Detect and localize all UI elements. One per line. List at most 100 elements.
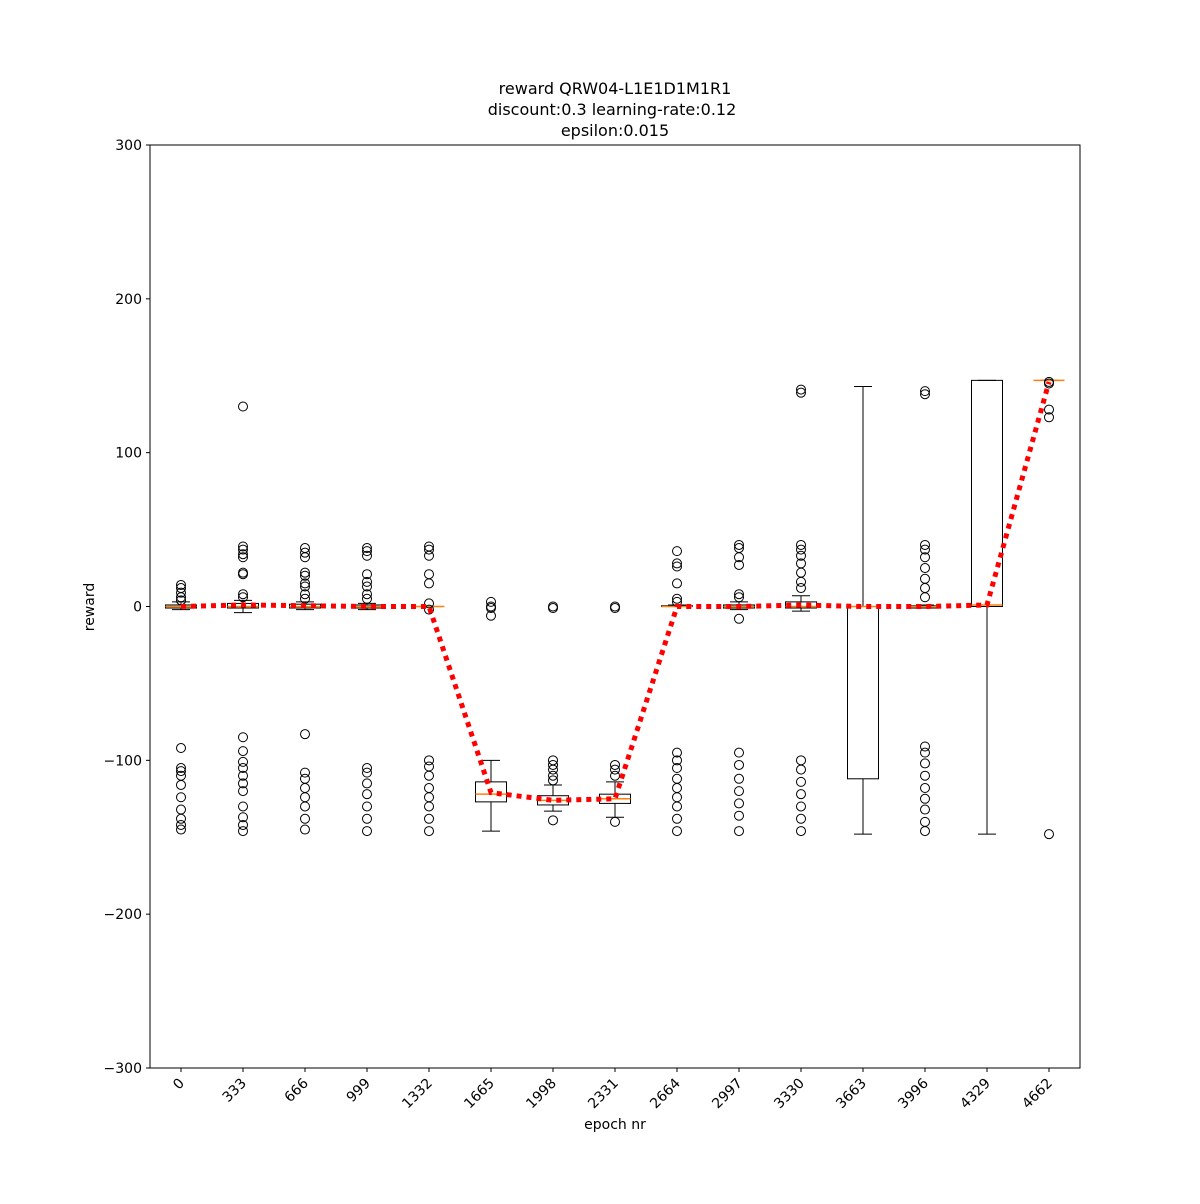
x-tick-label: 2331 — [585, 1076, 622, 1113]
outlier — [362, 763, 372, 774]
outlier — [238, 732, 248, 743]
outlier — [300, 552, 310, 563]
outlier — [238, 819, 248, 830]
outlier — [176, 792, 186, 803]
outlier — [920, 741, 930, 752]
outlier — [424, 783, 434, 794]
outlier — [920, 573, 930, 584]
outlier — [920, 583, 930, 594]
chart-subtitle: epsilon:0.015 — [561, 121, 669, 140]
x-tick-label: 3330 — [771, 1076, 808, 1113]
y-axis-label: reward — [82, 583, 98, 632]
outlier — [300, 567, 310, 578]
outlier — [300, 570, 310, 581]
outlier — [734, 613, 744, 624]
outlier — [796, 776, 806, 787]
box — [847, 606, 879, 780]
outlier — [238, 569, 248, 580]
outlier — [920, 816, 930, 827]
outlier — [920, 592, 930, 603]
outlier — [920, 758, 930, 769]
outlier — [920, 770, 930, 781]
outlier — [734, 826, 744, 837]
outlier — [300, 589, 310, 600]
outlier — [176, 766, 186, 777]
y-tick-label: 0 — [133, 600, 142, 616]
outlier — [920, 804, 930, 815]
outlier — [424, 578, 434, 589]
outlier — [176, 819, 186, 830]
outlier — [610, 816, 620, 827]
outlier — [548, 764, 558, 775]
y-tick-label: 200 — [115, 292, 142, 308]
outlier — [796, 813, 806, 824]
outlier — [672, 558, 682, 569]
outlier — [300, 783, 310, 794]
outlier — [238, 589, 248, 600]
outlier — [672, 813, 682, 824]
x-tick-label: 666 — [282, 1075, 312, 1105]
y-tick-label: −300 — [104, 1061, 142, 1077]
outlier — [920, 544, 930, 555]
outlier — [424, 569, 434, 580]
outlier — [796, 764, 806, 775]
x-tick-label: 4329 — [957, 1076, 994, 1113]
x-tick-label: 1332 — [399, 1076, 436, 1113]
x-tick-label: 1998 — [523, 1076, 560, 1113]
outlier — [300, 547, 310, 558]
outlier — [176, 813, 186, 824]
chart-subtitle: discount:0.3 learning-rate:0.12 — [488, 100, 737, 119]
outlier — [424, 761, 434, 772]
outlier — [796, 387, 806, 398]
outlier — [176, 592, 186, 603]
x-tick-label: 1665 — [461, 1076, 498, 1113]
outlier — [238, 801, 248, 812]
y-tick-label: −100 — [104, 753, 142, 769]
outlier — [300, 581, 310, 592]
outlier — [176, 804, 186, 815]
x-tick-label: 0 — [170, 1076, 188, 1094]
outlier — [238, 756, 248, 767]
outlier — [362, 801, 372, 812]
outlier — [734, 759, 744, 770]
outlier — [610, 770, 620, 781]
outlier — [424, 604, 434, 615]
outlier — [796, 384, 806, 395]
outlier — [300, 767, 310, 778]
x-tick-label: 2997 — [709, 1076, 746, 1113]
outlier — [796, 755, 806, 766]
outlier — [1044, 378, 1054, 389]
outlier — [734, 552, 744, 563]
outlier — [238, 770, 248, 781]
outlier — [672, 755, 682, 766]
outlier — [362, 546, 372, 557]
outlier — [920, 747, 930, 758]
outlier — [734, 592, 744, 603]
outlier — [424, 813, 434, 824]
outlier — [238, 746, 248, 757]
outlier — [672, 783, 682, 794]
outlier — [424, 598, 434, 609]
outlier — [362, 589, 372, 600]
outlier — [672, 792, 682, 803]
outlier — [176, 779, 186, 790]
outlier — [362, 550, 372, 561]
outlier — [176, 763, 186, 774]
outlier — [548, 759, 558, 770]
x-tick-label: 4662 — [1019, 1076, 1056, 1113]
outlier — [238, 549, 248, 560]
outlier — [300, 792, 310, 803]
outlier — [734, 786, 744, 797]
x-tick-label: 3663 — [833, 1076, 870, 1113]
outlier — [920, 386, 930, 397]
outlier — [300, 578, 310, 589]
outlier — [672, 747, 682, 758]
outlier — [610, 764, 620, 775]
outlier — [424, 826, 434, 837]
outlier — [300, 773, 310, 784]
y-tick-label: −200 — [104, 907, 142, 923]
outlier — [672, 593, 682, 604]
outlier — [734, 798, 744, 809]
mean-line — [180, 381, 1052, 803]
outlier — [796, 550, 806, 561]
